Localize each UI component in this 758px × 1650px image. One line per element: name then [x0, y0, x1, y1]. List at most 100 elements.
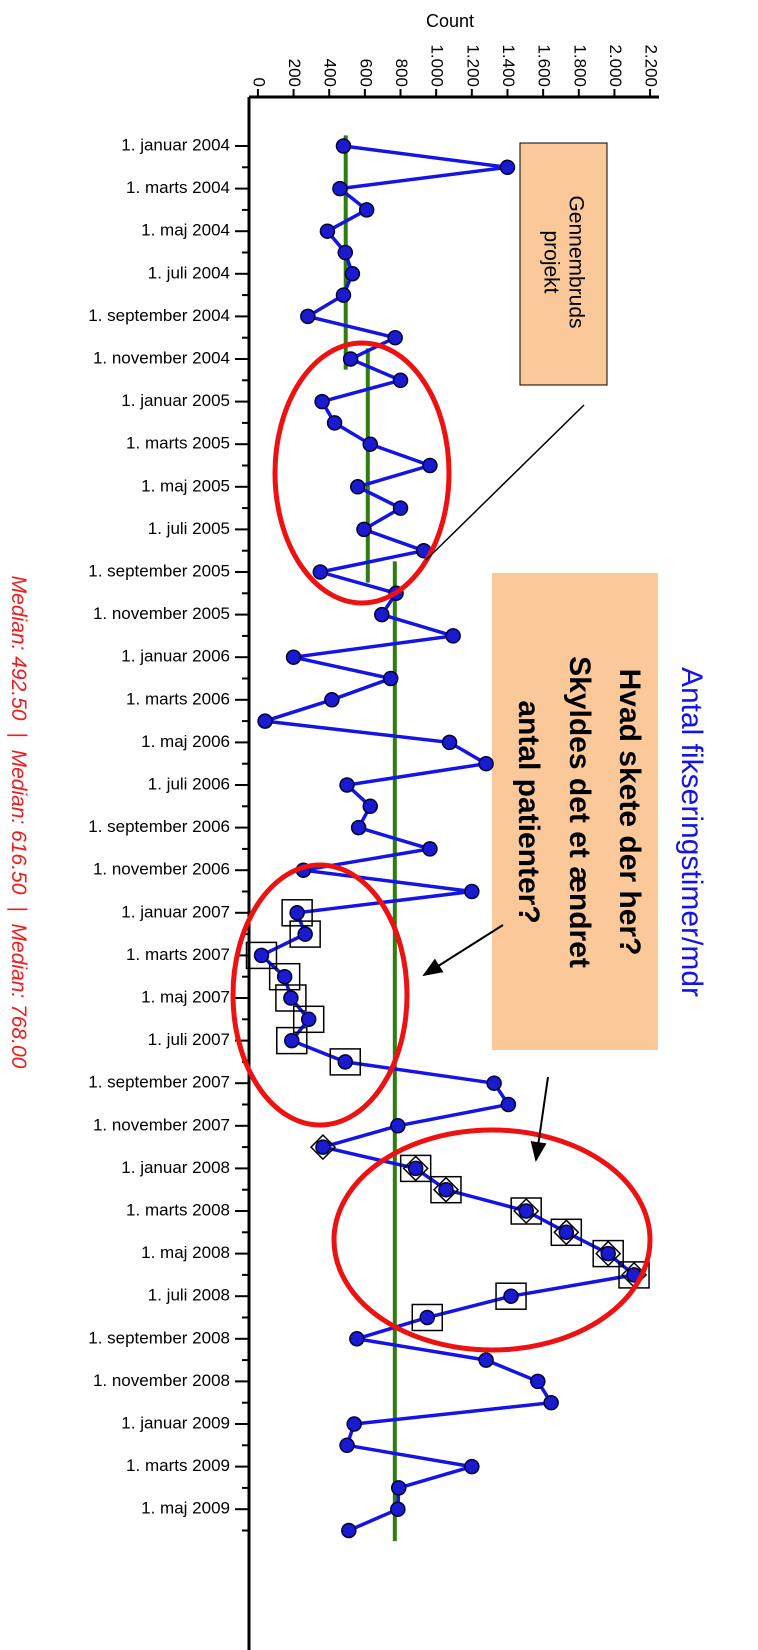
- data-point: [289, 905, 305, 921]
- data-point: [297, 926, 313, 942]
- highlight-ellipse: [272, 340, 452, 606]
- square-marker: [430, 1175, 462, 1204]
- data-point: [300, 1011, 317, 1028]
- data-point: [326, 415, 343, 431]
- x-tick-label: 600: [356, 59, 375, 87]
- y-tick-label: 1. maj 2007: [141, 987, 230, 1006]
- square-marker: [495, 1282, 527, 1310]
- data-point: [438, 1181, 454, 1198]
- x-tick-label: 0: [249, 78, 268, 87]
- square-marker: [292, 1005, 325, 1034]
- annotation-text: Gennembruds: [564, 195, 587, 328]
- data-point: [253, 947, 270, 964]
- annotation-box: [492, 573, 658, 1050]
- x-tick-label: 1.600: [535, 44, 554, 87]
- data-point: [422, 457, 438, 474]
- highlight-ellipse: [331, 1127, 653, 1353]
- square-marker: [275, 984, 307, 1012]
- data-point: [600, 1245, 616, 1262]
- x-tick-label: 800: [392, 59, 411, 87]
- data-point: [530, 1373, 546, 1390]
- y-tick-label: 1. maj 2004: [141, 221, 230, 240]
- annotation-text: Skyldes det et ændret: [563, 656, 596, 968]
- data-point: [335, 138, 352, 154]
- median-label: Median: 768.00: [7, 924, 30, 1069]
- median-label: Median: 616.50: [7, 750, 30, 895]
- data-point: [356, 521, 372, 538]
- data-point: [543, 1394, 559, 1411]
- data-point: [346, 1416, 362, 1432]
- data-point: [349, 479, 366, 495]
- data-point: [344, 266, 361, 282]
- callout-line: [425, 404, 585, 561]
- square-marker: [245, 941, 278, 970]
- data-point: [350, 819, 367, 836]
- data-point: [358, 202, 375, 218]
- data-point: [382, 670, 399, 687]
- y-tick-label: 1. september 2004: [88, 306, 230, 325]
- data-point: [285, 649, 302, 665]
- data-point: [337, 244, 354, 261]
- series-line: [258, 144, 639, 1533]
- data-point: [257, 713, 273, 729]
- y-tick-label: 1. marts 2009: [126, 1456, 230, 1475]
- square-marker: [550, 1218, 583, 1247]
- arrow: [422, 924, 504, 977]
- data-point: [312, 564, 329, 580]
- square-marker: [411, 1303, 444, 1332]
- data-point: [478, 755, 494, 772]
- diamond-marker: [513, 1197, 540, 1225]
- y-tick-label: 1. marts 2007: [126, 945, 230, 964]
- data-point: [500, 1096, 517, 1113]
- highlight-ellipse: [230, 862, 410, 1128]
- annotation-text: Hvad skete der her?: [613, 669, 646, 956]
- y-tick-label: 1. juli 2006: [148, 774, 230, 793]
- data-point: [503, 1288, 519, 1304]
- y-tick-label: 1. november 2006: [93, 860, 230, 879]
- median-label: Median: 492.50: [7, 576, 30, 721]
- x-tick-label: 2.200: [642, 44, 661, 87]
- data-point: [464, 883, 480, 900]
- y-tick-label: 1. marts 2004: [126, 178, 230, 197]
- y-tick-label: 1. november 2005: [93, 604, 230, 623]
- diamond-marker: [402, 1155, 429, 1182]
- y-tick-label: 1. september 2007: [88, 1073, 230, 1092]
- data-point: [419, 1309, 436, 1326]
- x-tick-label: 200: [285, 59, 304, 87]
- data-point: [339, 777, 355, 793]
- data-point: [339, 1437, 355, 1454]
- data-point: [362, 436, 378, 452]
- x-tick-label: 1.800: [570, 44, 589, 87]
- x-tick-label: 2.000: [606, 44, 625, 87]
- data-point: [422, 841, 438, 857]
- y-tick-label: 1. september 2008: [88, 1328, 230, 1347]
- data-point: [499, 159, 516, 176]
- y-tick-label: 1. september 2005: [88, 561, 230, 580]
- y-tick-label: 1. januar 2007: [121, 902, 230, 921]
- square-marker: [399, 1154, 432, 1183]
- value-axis-label: Count: [426, 11, 474, 31]
- y-tick-label: 1. november 2007: [93, 1115, 230, 1134]
- diamond-marker: [309, 1134, 337, 1161]
- data-point: [337, 1054, 354, 1070]
- square-marker: [281, 899, 313, 927]
- data-point: [319, 223, 336, 239]
- x-tick-label: 1.400: [499, 44, 518, 87]
- data-point: [335, 287, 352, 303]
- x-tick-label: 1.000: [428, 44, 447, 87]
- diamond-marker: [432, 1176, 460, 1203]
- square-marker: [276, 1026, 308, 1055]
- data-point: [518, 1203, 534, 1219]
- y-tick-label: 1. marts 2008: [126, 1200, 230, 1219]
- data-point: [390, 1501, 406, 1517]
- data-point: [407, 1160, 424, 1177]
- annotation-text: projekt: [539, 230, 562, 293]
- data-point: [349, 1331, 365, 1347]
- data-point: [445, 628, 461, 644]
- y-tick-label: 1. juli 2007: [148, 1030, 230, 1049]
- y-tick-label: 1. januar 2005: [121, 391, 230, 410]
- data-point: [390, 1118, 406, 1134]
- data-point: [276, 968, 293, 985]
- y-tick-label: 1. marts 2005: [126, 434, 230, 453]
